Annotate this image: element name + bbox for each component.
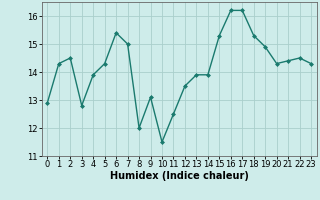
X-axis label: Humidex (Indice chaleur): Humidex (Indice chaleur) xyxy=(110,171,249,181)
